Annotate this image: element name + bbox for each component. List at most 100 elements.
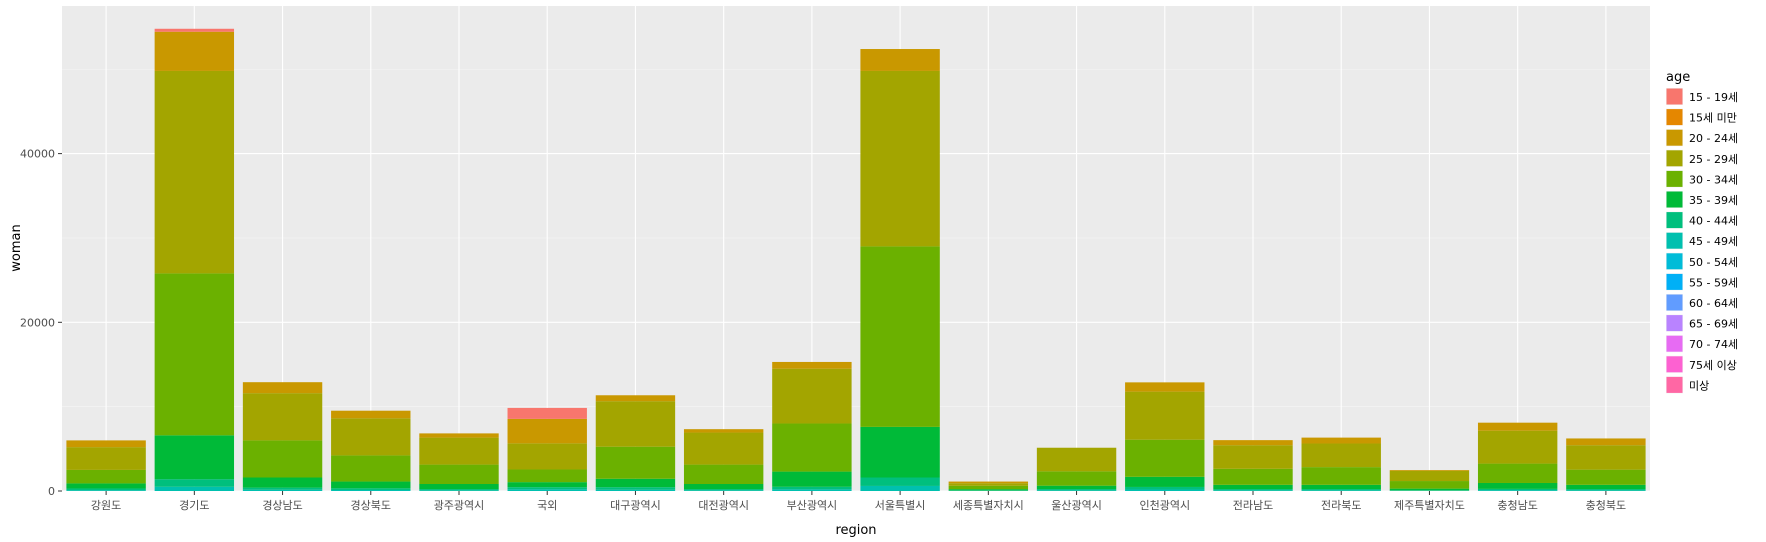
bar-segment [242, 440, 323, 478]
x-tick-label: 대전광역시 [698, 499, 749, 512]
bar-segment [66, 488, 146, 491]
bar-segment [331, 481, 411, 489]
bar-segment [154, 70, 235, 274]
bar-segment [1213, 440, 1293, 446]
legend-label: 25 - 29세 [1689, 153, 1738, 166]
legend-key [1666, 253, 1683, 270]
bar-segment [1125, 486, 1205, 490]
bar-segment [1125, 439, 1205, 477]
x-tick-label: 국외 [537, 499, 557, 512]
x-tick-label: 인천광역시 [1139, 498, 1190, 512]
legend-label: 40 - 44세 [1689, 215, 1738, 228]
legend-key [1666, 212, 1683, 229]
bar-segment [419, 483, 499, 490]
x-tick-label: 부산광역시 [787, 499, 838, 512]
bar-segment [331, 418, 411, 456]
legend: age 15 - 19세 15세 미만 20 - 24세 25 - 29세 30 - 3… [1666, 70, 1738, 394]
bar-segment [1477, 490, 1558, 491]
bar-segment [860, 485, 940, 491]
x-axis-ticks: 강원도 경기도 경상남도 경상북도 광주광역시 국외 대구광역시 대전광역시 부산광역시 서울특별… [91, 491, 1626, 512]
x-tick-label: 제주특별자치도 [1394, 499, 1465, 512]
bar-segment [948, 481, 1029, 484]
bar-segment [1125, 476, 1205, 487]
bar-segment [419, 433, 499, 438]
bar-segment [1566, 445, 1646, 470]
bar-segment [772, 471, 852, 487]
bar-segment [1477, 488, 1558, 491]
bar-segment [1566, 489, 1646, 491]
bar-segment [1213, 489, 1293, 491]
legend-label: 35 - 39세 [1689, 194, 1738, 207]
bar-segment [419, 464, 499, 484]
bar-segment [242, 489, 323, 491]
bar-segment [419, 437, 499, 465]
x-tick-label: 강원도 [91, 499, 121, 512]
bar-segment [683, 490, 764, 491]
x-tick-label: 충청남도 [1497, 499, 1537, 512]
bar-segment [331, 410, 411, 419]
bar-segment [507, 418, 587, 444]
legend-key [1666, 88, 1683, 105]
legend-key [1666, 232, 1683, 249]
bar-segment [595, 487, 676, 490]
bar-segment [1566, 438, 1646, 446]
bar-segment [507, 443, 587, 470]
legend-label: 30 - 34세 [1689, 173, 1738, 186]
legend-title: age [1666, 70, 1690, 85]
bar-segment [683, 489, 764, 491]
legend-key [1666, 315, 1683, 332]
bar-segment [154, 28, 235, 32]
bar-segment [860, 426, 940, 478]
x-tick-label: 대구광역시 [610, 499, 661, 512]
legend-key [1666, 376, 1683, 393]
bar-segment [154, 479, 235, 487]
bar-segment [1213, 445, 1293, 469]
x-tick-label: 전라남도 [1233, 499, 1273, 512]
bar-segment [1566, 484, 1646, 490]
bar-segment [419, 489, 499, 491]
bar-segment [66, 490, 146, 491]
bar-segment [948, 489, 1029, 491]
bar-segment [242, 477, 323, 488]
legend-label: 15 - 19세 [1689, 91, 1738, 104]
bar-segment [1566, 490, 1646, 491]
bar-segment [772, 368, 852, 424]
bar-segment [66, 469, 146, 484]
bar-segment [595, 395, 676, 402]
x-tick-label: 광주광역시 [434, 499, 485, 512]
bar-segment [595, 478, 676, 488]
y-axis-title: woman [9, 224, 24, 271]
y-tick-label: 0 [48, 485, 55, 498]
bar-segment [1301, 467, 1381, 485]
legend-label: 20 - 24세 [1689, 132, 1738, 145]
legend-key [1666, 356, 1683, 373]
bar-segment [507, 407, 587, 419]
x-tick-label: 서울특별시 [875, 499, 926, 512]
legend-key [1666, 335, 1683, 352]
bar-segment [1301, 484, 1381, 490]
bar-segment [683, 464, 764, 484]
bar-segment [948, 483, 1029, 486]
legend-key [1666, 129, 1683, 146]
bar-segment [507, 489, 587, 491]
legend-label: 15세 미만 [1689, 112, 1737, 125]
bar-segment [860, 246, 940, 427]
bar-segment [772, 361, 852, 369]
bar-segment [595, 446, 676, 479]
bar-segment [860, 49, 940, 71]
x-axis-title: region [835, 523, 876, 538]
x-tick-label: 전라북도 [1321, 499, 1361, 512]
bar-segment [154, 486, 235, 491]
x-tick-label: 경상북도 [351, 499, 391, 512]
legend-label: 65 - 69세 [1689, 318, 1738, 331]
legend-label: 50 - 54세 [1689, 256, 1738, 269]
bar-segment [1213, 468, 1293, 485]
bar-segment [66, 440, 146, 448]
legend-label: 75세 이상 [1689, 359, 1737, 372]
legend-label: 미상 [1689, 379, 1709, 392]
bar-segment [1125, 489, 1205, 491]
bar-segment [66, 483, 146, 489]
x-tick-label: 경상남도 [262, 499, 302, 512]
legend-key [1666, 273, 1683, 290]
